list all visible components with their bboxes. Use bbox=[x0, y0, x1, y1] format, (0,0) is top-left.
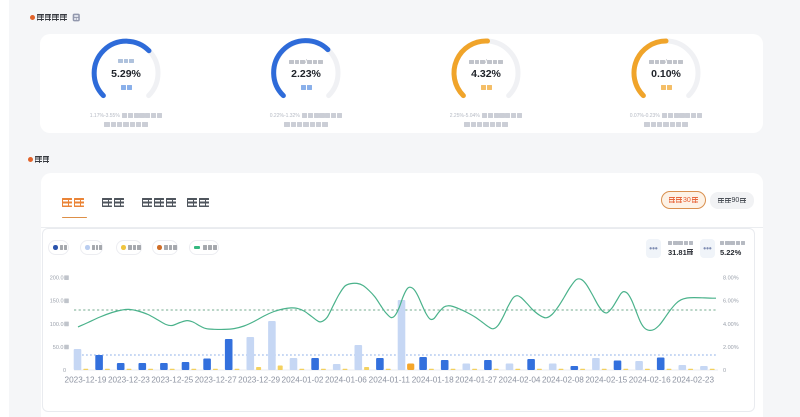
svg-text:2024-02-04: 2024-02-04 bbox=[499, 376, 541, 385]
svg-text:2024-02-16: 2024-02-16 bbox=[629, 376, 671, 385]
svg-text:2024-02-15: 2024-02-15 bbox=[585, 376, 627, 385]
svg-text:50.0: 50.0 bbox=[53, 345, 64, 351]
svg-text:8.00%: 8.00% bbox=[723, 276, 739, 282]
svg-text:2024-01-02: 2024-01-02 bbox=[282, 376, 324, 385]
svg-text:2024-01-11: 2024-01-11 bbox=[369, 376, 411, 385]
svg-text:2023-12-29: 2023-12-29 bbox=[238, 376, 280, 385]
svg-text:2023-12-19: 2023-12-19 bbox=[65, 376, 107, 385]
svg-text:2023-12-25: 2023-12-25 bbox=[151, 376, 193, 385]
svg-text:2.00%: 2.00% bbox=[723, 345, 739, 351]
svg-text:2024-01-27: 2024-01-27 bbox=[455, 376, 497, 385]
svg-text:0: 0 bbox=[723, 368, 726, 374]
svg-text:2024-02-23: 2024-02-23 bbox=[672, 376, 714, 385]
svg-text:100.0: 100.0 bbox=[50, 322, 64, 328]
svg-text:4.00%: 4.00% bbox=[723, 322, 739, 328]
svg-text:150.0: 150.0 bbox=[50, 299, 64, 305]
svg-text:2024-01-18: 2024-01-18 bbox=[412, 376, 454, 385]
svg-text:2023-12-23: 2023-12-23 bbox=[108, 376, 150, 385]
svg-text:2024-02-08: 2024-02-08 bbox=[542, 376, 584, 385]
svg-text:0: 0 bbox=[63, 368, 66, 374]
svg-text:2023-12-27: 2023-12-27 bbox=[195, 376, 237, 385]
svg-text:6.00%: 6.00% bbox=[723, 299, 739, 305]
svg-text:2024-01-06: 2024-01-06 bbox=[325, 376, 367, 385]
svg-text:200.0: 200.0 bbox=[50, 276, 64, 282]
